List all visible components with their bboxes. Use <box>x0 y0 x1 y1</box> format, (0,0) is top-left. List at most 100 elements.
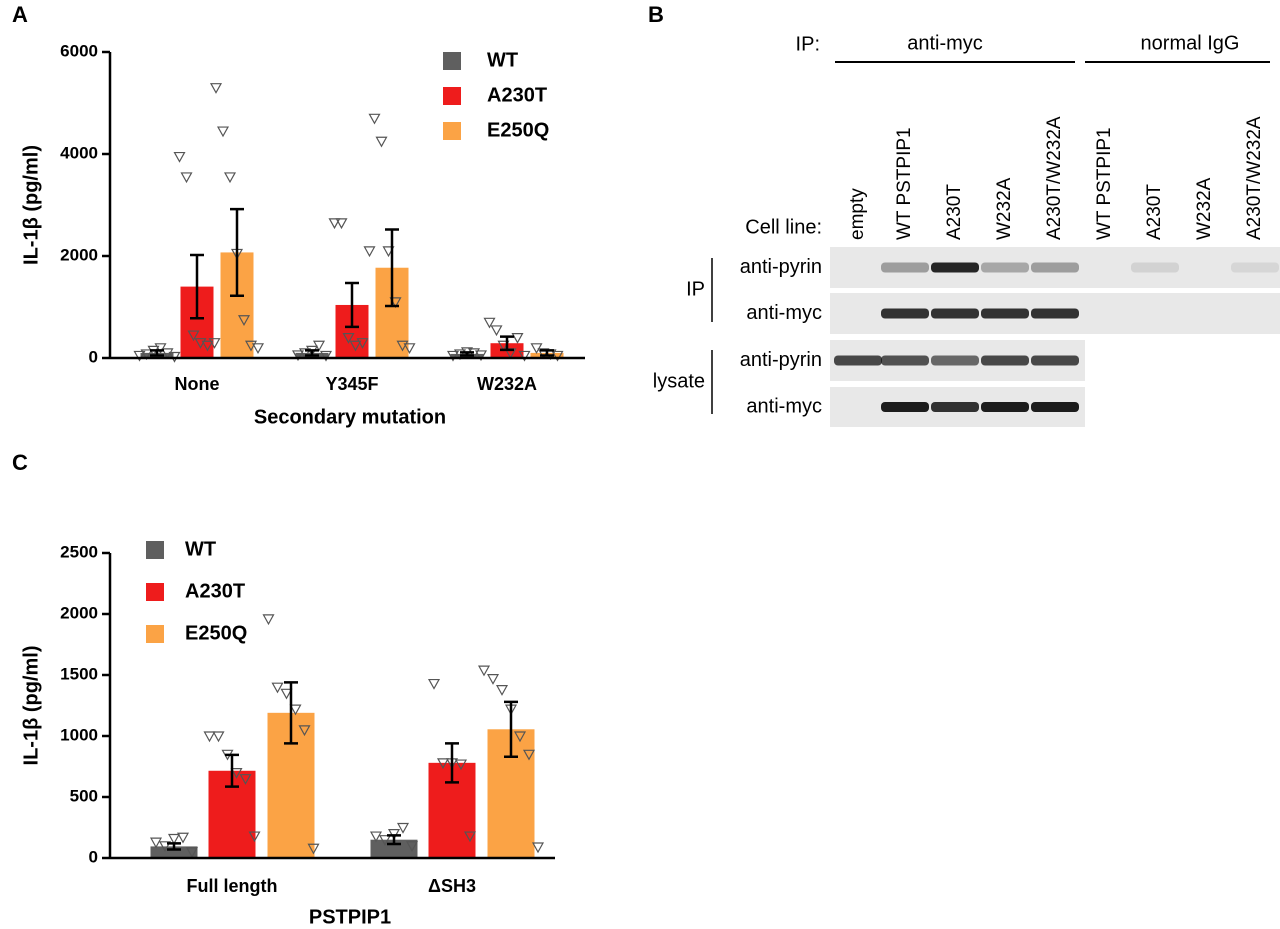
band <box>881 308 929 319</box>
legend-swatch <box>443 122 461 140</box>
data-point <box>237 315 251 326</box>
lane-label: A230T <box>1144 184 1165 240</box>
data-point <box>280 688 293 700</box>
error-bar <box>225 753 239 788</box>
data-point <box>551 350 564 362</box>
lane-label: empty <box>847 188 868 240</box>
x-axis-label: Secondary mutation <box>254 406 446 428</box>
y-tick-label: 500 <box>70 786 98 805</box>
error-bar <box>387 834 401 846</box>
legend-label: WT <box>185 538 216 560</box>
lane-label: A230T <box>944 184 965 240</box>
group-label: anti-myc <box>907 32 983 54</box>
data-point <box>349 340 362 352</box>
band <box>981 262 1029 273</box>
data-point <box>230 768 243 779</box>
antibody-label: anti-myc <box>746 395 822 417</box>
error-bar <box>540 349 554 357</box>
panel-letter: A <box>12 2 28 27</box>
data-point <box>518 350 531 362</box>
data-point <box>335 218 348 230</box>
data-point <box>223 172 237 184</box>
data-point <box>368 113 381 125</box>
band <box>881 402 929 412</box>
x-axis-label: PSTPIP1 <box>309 906 391 928</box>
error-bar <box>460 351 474 357</box>
bar <box>370 839 418 858</box>
y-tick-label: 6000 <box>60 41 98 60</box>
data-point <box>133 350 146 362</box>
data-point <box>396 822 410 834</box>
data-point <box>201 340 214 352</box>
legend-label: WT <box>487 49 518 71</box>
error-bar <box>150 349 164 357</box>
band <box>834 355 882 366</box>
data-point <box>463 831 477 843</box>
data-point <box>167 833 181 845</box>
band <box>931 262 979 273</box>
y-tick-label: 2500 <box>60 542 98 561</box>
data-point <box>342 333 355 344</box>
antibody-label: anti-pyrin <box>740 349 822 371</box>
data-point <box>363 246 376 258</box>
group-label: normal IgG <box>1141 32 1240 54</box>
data-point <box>356 338 369 349</box>
bar <box>150 846 198 858</box>
data-point <box>436 758 450 770</box>
data-point <box>298 348 312 360</box>
section-label: IP <box>686 278 705 300</box>
data-point <box>328 218 341 230</box>
y-axis-label: IL-1β (pg/ml) <box>20 646 42 766</box>
data-point <box>511 333 524 344</box>
data-point <box>446 350 460 362</box>
y-tick-label: 2000 <box>60 603 98 622</box>
data-point <box>251 343 265 355</box>
legend-label: A230T <box>487 84 547 106</box>
legend-swatch <box>443 52 461 70</box>
error-bar <box>445 742 459 784</box>
ip-label: IP: <box>796 33 820 55</box>
data-point <box>216 126 230 138</box>
data-point <box>454 759 468 771</box>
y-tick-label: 1500 <box>60 664 98 683</box>
data-point <box>375 136 388 148</box>
y-tick-label: 1000 <box>60 725 98 744</box>
error-bar <box>230 207 244 298</box>
band <box>981 355 1029 366</box>
data-point <box>474 350 488 362</box>
y-axis-label: IL-1β (pg/ml) <box>20 145 42 265</box>
legend-swatch <box>146 583 164 601</box>
data-point <box>239 774 252 785</box>
data-point <box>185 847 199 859</box>
panel-letter: C <box>12 450 28 475</box>
legend-label: A230T <box>185 580 245 602</box>
data-point <box>140 349 153 361</box>
antibody-label: anti-myc <box>746 302 822 324</box>
y-tick-label: 2000 <box>60 245 98 264</box>
lane-label: W232A <box>994 177 1015 240</box>
legend-swatch <box>443 87 461 105</box>
error-bar <box>500 335 514 352</box>
data-point <box>486 674 500 685</box>
x-tick-label: Y345F <box>325 374 378 394</box>
cell-line-label: Cell line: <box>745 216 822 238</box>
error-bar <box>167 842 181 851</box>
data-point <box>403 343 416 355</box>
error-bar <box>345 281 359 329</box>
data-point <box>291 350 305 362</box>
antibody-label: anti-pyrin <box>740 256 822 278</box>
data-point <box>248 831 261 843</box>
data-point <box>495 685 509 696</box>
x-tick-label: W232A <box>477 374 537 394</box>
error-bar <box>190 253 204 320</box>
band <box>931 402 979 412</box>
band <box>981 308 1029 319</box>
data-point <box>149 837 163 849</box>
data-point <box>513 731 527 743</box>
data-point <box>187 330 200 342</box>
data-point <box>531 842 545 854</box>
band <box>1131 262 1179 273</box>
error-bar <box>504 700 518 758</box>
data-point <box>289 704 302 716</box>
data-point <box>298 725 311 737</box>
